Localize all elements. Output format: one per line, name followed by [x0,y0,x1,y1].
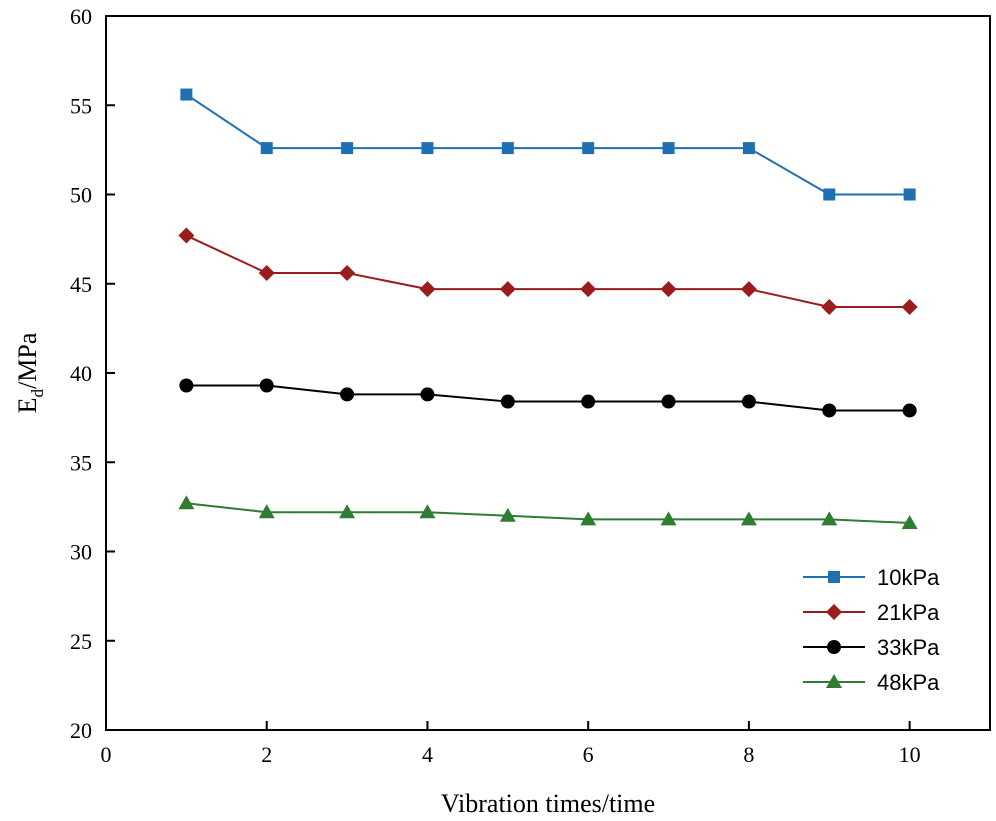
data-point [740,511,757,526]
y-axis-title-main: E [13,397,42,413]
plot-frame [105,15,991,731]
series-line [185,93,910,196]
y-axis-title: Ed/MPa [13,332,47,413]
data-point [822,403,837,418]
data-point [340,387,355,402]
y-tick-label: 30 [70,540,92,565]
legend-label: 48kPa [877,670,940,695]
data-point [180,88,193,101]
y-axis-title-suffix: /MPa [13,332,42,389]
data-point [742,142,755,155]
y-tick-label: 35 [70,450,92,475]
series-line [186,502,910,524]
legend-marker [826,674,842,688]
data-point [500,394,515,409]
data-point [661,394,676,409]
series-48kPa [178,495,918,529]
data-point [499,281,516,298]
series-21kPa [178,227,918,315]
y-tick-label: 55 [70,93,92,118]
data-point [660,281,677,298]
y-axis-title-subscript: d [28,388,47,397]
series-layer [178,88,918,529]
data-point [501,142,514,155]
legend-marker [828,571,840,583]
data-point [178,227,195,244]
data-point [339,265,356,282]
data-point [499,507,516,522]
x-tick-label: 2 [261,742,272,767]
data-point [178,495,195,510]
legend-entry: 48kPa [803,670,940,695]
data-point [823,188,836,201]
data-point [901,514,918,529]
x-tick-label: 10 [899,742,921,767]
data-point [582,142,595,155]
data-point [339,504,356,519]
data-point [580,511,597,526]
series-line [186,384,910,412]
y-tick-label: 25 [70,629,92,654]
series-line [185,234,910,308]
data-point [179,378,194,393]
data-point [419,504,436,519]
series-10kPa [180,88,916,201]
y-tick-label: 45 [70,272,92,297]
data-point [741,394,756,409]
legend-marker [826,604,842,620]
x-tick-label: 6 [583,742,594,767]
data-point [662,142,675,155]
y-tick-label: 50 [70,183,92,208]
x-tick-label: 0 [101,742,112,767]
data-point [902,403,917,418]
x-tick-label: 8 [743,742,754,767]
data-point [580,281,597,298]
data-point [259,378,274,393]
legend-label: 33kPa [877,635,940,660]
data-point [660,511,677,526]
data-point [740,281,757,298]
data-point [821,511,838,526]
legend-entry: 33kPa [803,635,940,660]
data-point [341,142,354,155]
data-point [260,142,273,155]
data-point [821,298,838,315]
y-tick-label: 60 [70,4,92,29]
legend-label: 21kPa [877,600,940,625]
series-33kPa [179,378,917,418]
data-point [420,387,435,402]
data-point [421,142,434,155]
legend-marker [827,640,841,654]
data-point [901,298,918,315]
data-point [258,265,275,282]
x-axis-title: Vibration times/time [441,789,655,818]
legend-entry: 10kPa [803,565,940,590]
data-point [419,281,436,298]
legend-label: 10kPa [877,565,940,590]
legend: 10kPa 21kPa 33kPa 48kPa [803,565,940,695]
data-point [258,504,275,519]
y-tick-label: 20 [70,718,92,743]
axis-ticks: 0 2 4 6 8 10 20 25 30 35 40 45 50 55 60 [70,4,921,767]
y-tick-label: 40 [70,361,92,386]
legend-entry: 21kPa [803,600,940,625]
data-point [581,394,596,409]
x-tick-label: 4 [422,742,433,767]
data-point [903,188,916,201]
